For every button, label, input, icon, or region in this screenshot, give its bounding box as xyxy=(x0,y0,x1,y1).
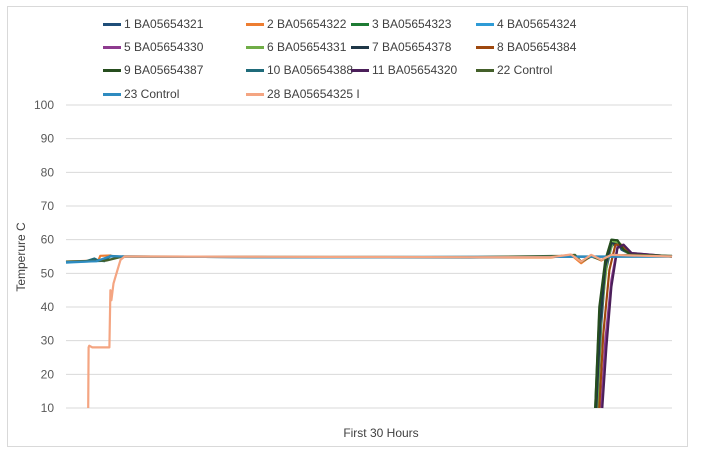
series-lines xyxy=(65,238,673,409)
y-tick-labels: 10 20 30 40 50 60 70 80 90 100 xyxy=(34,98,54,415)
legend-swatch xyxy=(476,23,494,27)
legend-label: 3 BA05654323 xyxy=(372,17,452,31)
y-tick-label: 50 xyxy=(41,266,55,280)
y-tick-label: 40 xyxy=(41,300,55,314)
y-tick-label: 90 xyxy=(41,132,55,146)
legend-swatch xyxy=(103,23,121,27)
legend-label: 23 Control xyxy=(124,87,180,101)
legend-item: 22 Control xyxy=(476,63,552,77)
legend-label: 22 Control xyxy=(497,63,553,77)
legend-item: 3 BA05654323 xyxy=(351,17,451,31)
legend-label: 11 BA05654320 xyxy=(372,63,458,77)
legend-label: 1 BA05654321 xyxy=(124,17,204,31)
legend-label: 4 BA05654324 xyxy=(497,17,577,31)
y-tick-label: 100 xyxy=(34,98,54,112)
legend-item: 23 Control xyxy=(103,87,179,101)
legend-label: 10 BA05654388 xyxy=(267,63,354,77)
legend-item: 5 BA05654330 xyxy=(103,40,203,54)
legend-item: 8 BA05654384 xyxy=(476,40,576,54)
y-tick-label: 30 xyxy=(41,334,55,348)
chart-frame: 1 BA05654321 2 BA05654322 3 BA05654323 4 BA… xyxy=(7,6,688,447)
series-line-14 xyxy=(87,253,673,409)
legend-swatch xyxy=(351,23,369,27)
legend-swatch xyxy=(103,93,121,97)
y-tick-label: 20 xyxy=(41,367,55,381)
legend-swatch xyxy=(246,46,264,50)
legend-label: 6 BA05654331 xyxy=(267,40,347,54)
legend-label: 28 BA05654325 I xyxy=(267,87,360,101)
series-line-5 xyxy=(600,243,673,409)
y-axis-title: Temperure C xyxy=(14,222,28,292)
legend-item: 1 BA05654321 xyxy=(103,17,203,31)
legend-swatch xyxy=(351,46,369,50)
legend-swatch xyxy=(351,69,369,73)
legend-swatch xyxy=(246,93,264,97)
legend-item: 6 BA05654331 xyxy=(246,40,346,54)
legend-item: 2 BA05654322 xyxy=(246,17,346,31)
legend-swatch xyxy=(246,69,264,73)
y-tick-label: 60 xyxy=(41,233,55,247)
grid-lines xyxy=(66,104,672,409)
legend-label: 9 BA05654387 xyxy=(124,63,204,77)
legend-item: 9 BA05654387 xyxy=(103,63,203,77)
legend-swatch xyxy=(103,69,121,73)
legend-item: 10 BA05654388 xyxy=(246,63,353,77)
series-line-8 xyxy=(598,243,673,409)
legend-label: 8 BA05654384 xyxy=(497,40,577,54)
legend-item: 4 BA05654324 xyxy=(476,17,576,31)
legend-swatch xyxy=(246,23,264,27)
legend-item: 28 BA05654325 I xyxy=(246,87,360,101)
legend-item: 11 BA05654320 xyxy=(351,63,457,77)
chart-plot: 10 20 30 40 50 60 70 80 90 100 First 30 Hours Tem… xyxy=(14,98,673,440)
legend-swatch xyxy=(103,46,121,50)
legend-swatch xyxy=(476,69,494,73)
legend-label: 7 BA05654378 xyxy=(372,40,452,54)
series-line-11 xyxy=(601,243,673,409)
legend-label: 5 BA05654330 xyxy=(124,40,204,54)
legend-swatch xyxy=(476,46,494,50)
y-tick-label: 80 xyxy=(41,165,55,179)
x-axis-title: First 30 Hours xyxy=(343,426,418,440)
legend-label: 2 BA05654322 xyxy=(267,17,347,31)
legend-item: 7 BA05654378 xyxy=(351,40,451,54)
y-tick-label: 10 xyxy=(41,401,55,415)
y-tick-label: 70 xyxy=(41,199,55,213)
